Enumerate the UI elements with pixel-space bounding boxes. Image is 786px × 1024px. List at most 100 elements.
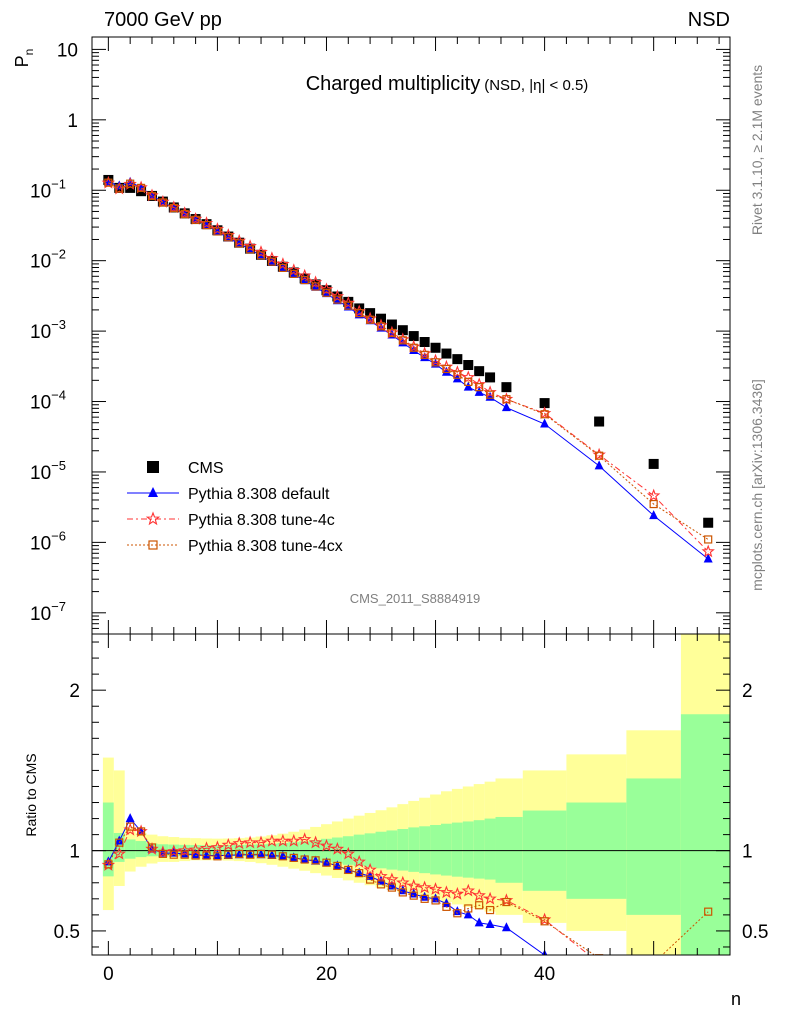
header-left: 7000 GeV pp	[104, 9, 222, 31]
data-point	[501, 922, 511, 932]
ratio-band-inner	[397, 829, 409, 871]
data-point	[125, 176, 135, 186]
data-point	[136, 183, 146, 192]
data-point	[311, 282, 320, 291]
legend: CMS Pythia 8.308 default Pythia 8.308 tune…	[127, 460, 343, 555]
data-point	[408, 331, 419, 342]
data-point	[126, 179, 135, 188]
data-point	[441, 898, 451, 908]
y-tick-label: 10−6	[30, 528, 66, 554]
data-point	[147, 461, 159, 473]
data-point	[167, 844, 181, 858]
data-point	[178, 843, 192, 857]
data-point	[125, 813, 135, 823]
data-point	[502, 897, 511, 907]
data-point	[398, 888, 407, 897]
main-plot-series	[101, 174, 715, 563]
data-point	[363, 862, 377, 876]
data-point	[430, 342, 441, 353]
data-point	[246, 850, 255, 859]
y-axis-label: Pn	[12, 49, 36, 68]
data-point	[341, 846, 355, 860]
x-tick-label: 20	[316, 964, 337, 985]
data-point	[300, 855, 309, 864]
data-point	[267, 850, 277, 859]
data-point	[322, 288, 331, 297]
y-tick-label: 10−1	[30, 176, 66, 202]
legend-label: CMS	[188, 460, 224, 477]
data-point	[474, 917, 484, 927]
data-point	[330, 289, 345, 303]
data-point	[286, 263, 301, 277]
y-tick-label: 10−2	[30, 247, 66, 273]
y-axis-label-sub: n	[22, 49, 36, 56]
data-point	[297, 268, 312, 282]
data-point	[464, 904, 473, 913]
data-point	[286, 833, 301, 847]
y-tick-label: 10−3	[30, 317, 66, 343]
axis-ticks: 10 1 10−1 10−2 10−3 10−4 10−5 10−6 10−7 0 20 40 0.5 0…	[30, 37, 768, 985]
data-point	[202, 849, 212, 859]
ratio-band-inner	[375, 831, 387, 869]
data-point	[502, 395, 511, 404]
data-point	[463, 909, 473, 919]
data-point	[267, 257, 277, 266]
y-tick-label: 10−5	[30, 458, 66, 484]
data-point	[387, 328, 397, 338]
data-point	[386, 319, 397, 330]
ratio-band-inner	[135, 841, 147, 858]
data-point	[235, 849, 244, 858]
data-point	[376, 322, 386, 331]
ratio-band-inner	[440, 823, 452, 876]
data-point	[355, 869, 364, 878]
data-point	[366, 315, 375, 324]
data-point	[420, 894, 429, 903]
data-point	[210, 840, 225, 854]
data-point	[366, 875, 375, 884]
data-point	[158, 198, 167, 207]
data-point	[319, 838, 334, 852]
data-point	[442, 364, 451, 374]
data-point	[243, 835, 257, 849]
ratio-y-tick-label-right: 2	[742, 681, 753, 702]
data-point	[594, 416, 605, 427]
ratio-band-inner	[473, 820, 485, 879]
data-point	[278, 263, 287, 272]
data-point	[112, 846, 126, 860]
data-point	[256, 251, 266, 260]
data-point	[417, 880, 432, 894]
data-point	[126, 822, 135, 831]
data-point	[703, 553, 713, 563]
ratio-y-tick-label: 2	[69, 681, 80, 702]
data-point	[191, 215, 200, 224]
mcplots-label: mcplots.cern.ch [arXiv:1306.3436]	[749, 379, 765, 591]
data-point	[474, 366, 485, 377]
chart-title-main: Charged multiplicity	[306, 73, 481, 95]
data-point	[300, 275, 310, 285]
ratio-band-inner	[680, 714, 730, 955]
data-point	[485, 390, 495, 399]
data-point	[501, 402, 511, 412]
data-point	[398, 336, 407, 345]
data-point	[321, 857, 331, 867]
data-point	[191, 849, 201, 859]
data-point	[265, 833, 279, 847]
data-point	[199, 841, 214, 854]
data-point	[485, 919, 495, 929]
data-point	[213, 227, 222, 236]
data-point	[169, 850, 178, 859]
data-point	[701, 544, 715, 558]
ratio-band-inner	[495, 816, 523, 883]
data-point	[308, 275, 323, 289]
data-point	[441, 348, 452, 359]
data-point	[278, 852, 287, 861]
data-point	[409, 891, 418, 900]
header-right: NSD	[688, 9, 730, 31]
data-point	[453, 370, 462, 379]
data-point	[332, 860, 342, 870]
data-point	[594, 460, 604, 470]
data-point	[704, 535, 713, 544]
data-point	[439, 885, 454, 899]
data-point	[224, 850, 233, 859]
data-point	[308, 835, 323, 849]
